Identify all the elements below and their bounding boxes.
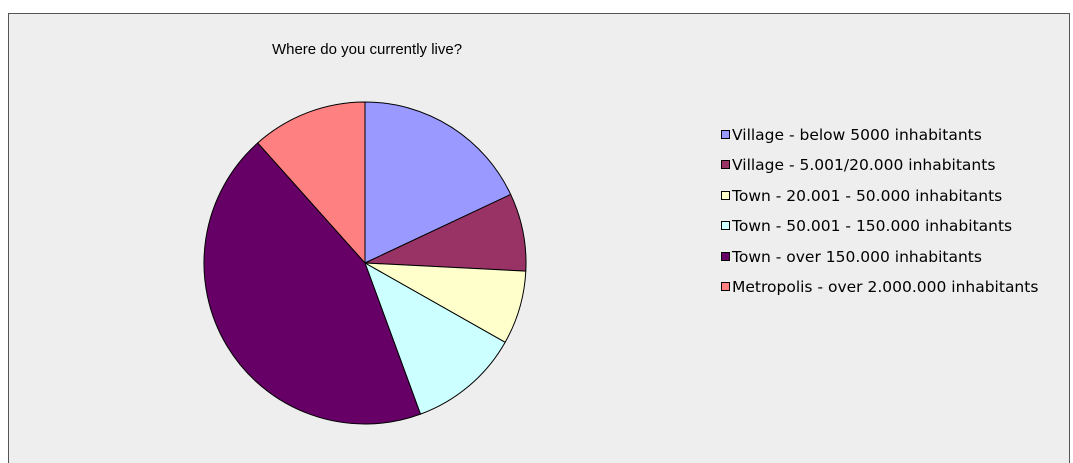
pie-chart xyxy=(203,101,527,425)
pie-slice-5 xyxy=(203,142,421,425)
pie-slice-1 xyxy=(364,101,512,264)
chart-title: Where do you currently live? xyxy=(271,41,463,58)
legend-label: Village - 5.001/20.000 inhabitants xyxy=(732,156,996,175)
legend-swatch xyxy=(721,221,730,231)
legend-swatch xyxy=(721,130,730,139)
pie-slice-4 xyxy=(364,262,506,415)
legend-label: Village - below 5000 inhabitants xyxy=(732,126,982,144)
legend-swatch xyxy=(721,282,730,291)
chart-area: Where do you currently live? Village - b… xyxy=(8,13,1070,463)
legend-swatch xyxy=(721,251,730,261)
legend-label: Town - 50.001 - 150.000 inhabitants xyxy=(732,217,1013,236)
legend-label: Town - 20.001 - 50.000 inhabitants xyxy=(732,186,1003,205)
legend-swatch xyxy=(721,160,730,170)
pie-slice-6 xyxy=(257,101,366,264)
legend-swatch xyxy=(721,190,730,200)
legend-label: Metropolis - over 2.000.000 inhabitants xyxy=(732,278,1039,296)
legend-label: Town - over 150.000 inhabitants xyxy=(732,247,982,266)
